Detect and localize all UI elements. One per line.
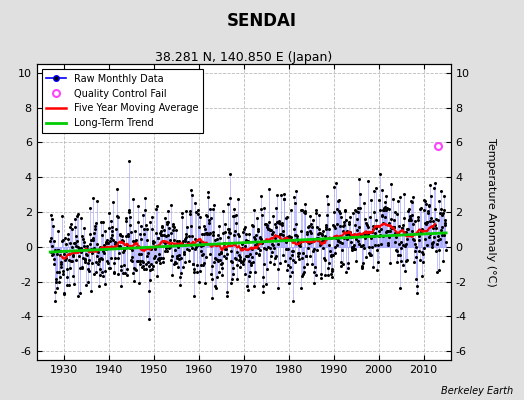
Legend: Raw Monthly Data, Quality Control Fail, Five Year Moving Average, Long-Term Tren: Raw Monthly Data, Quality Control Fail, … xyxy=(41,69,203,133)
Title: 38.281 N, 140.850 E (Japan): 38.281 N, 140.850 E (Japan) xyxy=(155,51,332,64)
Text: SENDAI: SENDAI xyxy=(227,12,297,30)
Text: Berkeley Earth: Berkeley Earth xyxy=(441,386,514,396)
Y-axis label: Temperature Anomaly (°C): Temperature Anomaly (°C) xyxy=(486,138,496,286)
